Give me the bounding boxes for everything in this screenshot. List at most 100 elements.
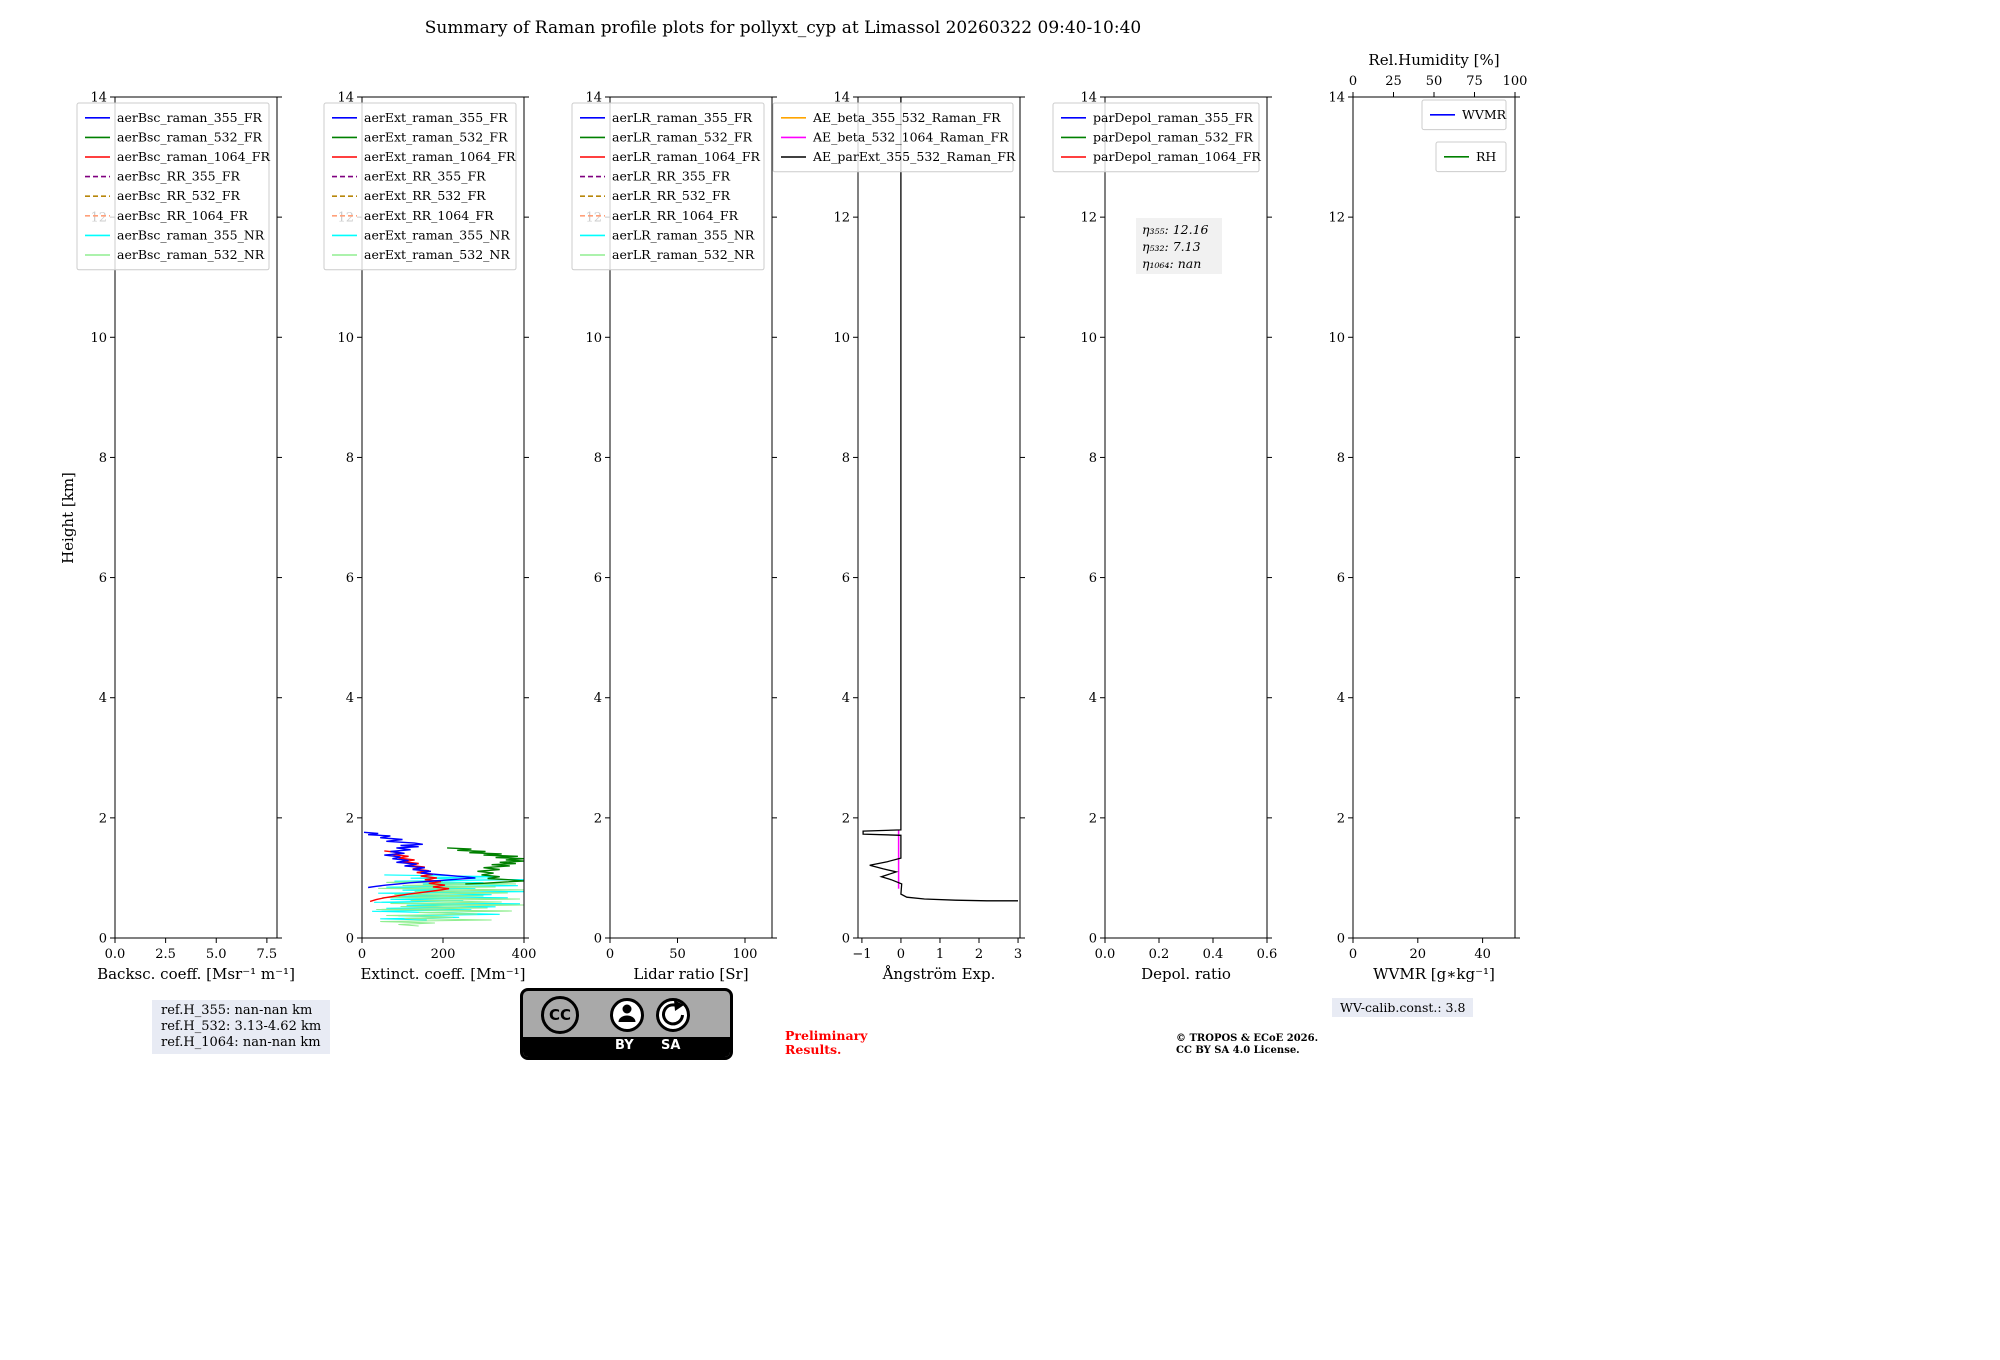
svg-text:Lidar ratio [Sr]: Lidar ratio [Sr]	[633, 965, 748, 983]
svg-text:14: 14	[337, 91, 354, 106]
svg-text:14: 14	[90, 91, 107, 106]
svg-text:η₁₀₆₄: nan: η₁₀₆₄: nan	[1142, 256, 1201, 271]
svg-text:12: 12	[1328, 211, 1345, 226]
badge-icons	[610, 998, 690, 1032]
svg-text:Ångström Exp.: Ångström Exp.	[882, 965, 996, 983]
svg-text:aerLR_raman_355_NR: aerLR_raman_355_NR	[612, 227, 755, 242]
share-alike-icon	[656, 998, 690, 1032]
svg-text:2: 2	[346, 811, 354, 826]
svg-text:12: 12	[1080, 211, 1097, 226]
svg-text:100: 100	[733, 947, 758, 962]
svg-text:6: 6	[1089, 571, 1097, 586]
svg-text:0: 0	[99, 932, 107, 947]
svg-text:4: 4	[99, 691, 107, 706]
ref-height-1064: ref.H_1064: nan-nan km	[161, 1035, 321, 1050]
svg-text:Rel.Humidity [%]: Rel.Humidity [%]	[1368, 51, 1499, 69]
copyright-note: © TROPOS & ECoE 2026. CC BY SA 4.0 Licen…	[1176, 1033, 1318, 1057]
svg-text:η₅₃₂: 7.13: η₅₃₂: 7.13	[1142, 239, 1201, 254]
wv-calibration-box: WV-calib.const.: 3.8	[1332, 998, 1474, 1017]
svg-text:aerExt_raman_355_NR: aerExt_raman_355_NR	[364, 227, 510, 242]
svg-text:η₃₅₅: 12.16: η₃₅₅: 12.16	[1142, 222, 1209, 237]
svg-text:14: 14	[585, 91, 602, 106]
svg-text:8: 8	[1337, 451, 1345, 466]
svg-text:7.5: 7.5	[257, 947, 278, 962]
svg-text:aerBsc_raman_355_NR: aerBsc_raman_355_NR	[117, 227, 265, 242]
svg-text:12: 12	[833, 211, 850, 226]
svg-text:0: 0	[1337, 932, 1345, 947]
svg-text:parDepol_raman_1064_FR: parDepol_raman_1064_FR	[1093, 149, 1261, 164]
reference-heights-box: ref.H_355: nan-nan km ref.H_532: 3.13-4.…	[152, 1000, 331, 1054]
svg-text:75: 75	[1466, 74, 1483, 89]
svg-text:1: 1	[936, 947, 944, 962]
svg-text:2: 2	[594, 811, 602, 826]
preliminary-note: Preliminary Results.	[785, 1029, 867, 1057]
cc-letters: CC	[548, 1006, 572, 1024]
svg-text:8: 8	[1089, 451, 1097, 466]
svg-text:2: 2	[99, 811, 107, 826]
svg-text:WVMR: WVMR	[1462, 107, 1507, 122]
cc-icon: CC	[541, 996, 579, 1034]
svg-text:100: 100	[1503, 74, 1528, 89]
svg-text:10: 10	[1080, 331, 1097, 346]
svg-text:aerBsc_raman_1064_FR: aerBsc_raman_1064_FR	[117, 149, 270, 164]
svg-text:4: 4	[1337, 691, 1345, 706]
plot-depolarization: 0 2 4 6 8 10 12 14 0.0 0.2 0.4 0.6 Depol. ratio parDe…	[1052, 91, 1277, 983]
svg-text:Depol. ratio: Depol. ratio	[1141, 965, 1231, 983]
svg-text:parDepol_raman_532_FR: parDepol_raman_532_FR	[1093, 129, 1253, 144]
svg-text:20: 20	[1410, 947, 1427, 962]
svg-text:aerLR_raman_532_FR: aerLR_raman_532_FR	[612, 129, 753, 144]
svg-text:40: 40	[1474, 947, 1491, 962]
ref-height-532: ref.H_532: 3.13-4.62 km	[161, 1019, 322, 1034]
svg-text:8: 8	[842, 451, 850, 466]
svg-text:WVMR [g∗kg⁻¹]: WVMR [g∗kg⁻¹]	[1373, 965, 1495, 983]
svg-text:2: 2	[842, 811, 850, 826]
svg-text:0: 0	[1349, 947, 1357, 962]
svg-text:4: 4	[1089, 691, 1097, 706]
badge-sa-label: SA	[661, 1038, 681, 1053]
svg-text:aerLR_RR_355_FR: aerLR_RR_355_FR	[612, 169, 731, 184]
svg-text:4: 4	[346, 691, 354, 706]
svg-text:aerBsc_raman_532_NR: aerBsc_raman_532_NR	[117, 247, 265, 262]
preliminary-line-1: Preliminary	[785, 1028, 868, 1043]
svg-text:aerBsc_raman_532_FR: aerBsc_raman_532_FR	[117, 129, 262, 144]
svg-text:3: 3	[1014, 947, 1022, 962]
svg-text:2: 2	[1089, 811, 1097, 826]
svg-text:4: 4	[842, 691, 850, 706]
svg-text:50: 50	[1426, 74, 1443, 89]
svg-text:aerBsc_RR_532_FR: aerBsc_RR_532_FR	[117, 188, 241, 203]
svg-text:2: 2	[975, 947, 983, 962]
svg-text:aerBsc_RR_1064_FR: aerBsc_RR_1064_FR	[117, 208, 248, 223]
svg-text:400: 400	[512, 947, 537, 962]
svg-text:AE_beta_355_532_Raman_FR: AE_beta_355_532_Raman_FR	[812, 110, 1001, 125]
svg-text:0: 0	[358, 947, 366, 962]
svg-text:10: 10	[90, 331, 107, 346]
svg-text:0.0: 0.0	[105, 947, 126, 962]
svg-text:14: 14	[1328, 91, 1345, 106]
svg-text:0: 0	[1349, 74, 1357, 89]
svg-text:aerBsc_RR_355_FR: aerBsc_RR_355_FR	[117, 169, 241, 184]
svg-text:aerExt_raman_1064_FR: aerExt_raman_1064_FR	[364, 149, 516, 164]
svg-text:Backsc. coeff. [Msr⁻¹ m⁻¹]: Backsc. coeff. [Msr⁻¹ m⁻¹]	[97, 965, 295, 983]
figure-title: Summary of Raman profile plots for polly…	[424, 18, 1142, 38]
svg-text:0: 0	[897, 947, 905, 962]
svg-text:14: 14	[1080, 91, 1097, 106]
badge-band: BY SA	[523, 1037, 730, 1057]
plot-extinction: 024681012140200400Extinct. coeff. [Mm⁻¹]…	[323, 91, 537, 983]
svg-text:0: 0	[842, 932, 850, 947]
svg-text:parDepol_raman_355_FR: parDepol_raman_355_FR	[1093, 110, 1253, 125]
svg-text:6: 6	[842, 571, 850, 586]
svg-text:6: 6	[99, 571, 107, 586]
svg-text:10: 10	[585, 331, 602, 346]
svg-text:10: 10	[833, 331, 850, 346]
svg-text:2: 2	[1337, 811, 1345, 826]
svg-text:AE_parExt_355_532_Raman_FR: AE_parExt_355_532_Raman_FR	[812, 149, 1016, 164]
svg-text:aerExt_raman_532_NR: aerExt_raman_532_NR	[364, 247, 510, 262]
height-axis-label: Height [km]	[59, 472, 77, 564]
svg-text:Extinct. coeff. [Mm⁻¹]: Extinct. coeff. [Mm⁻¹]	[360, 965, 525, 983]
svg-text:aerBsc_raman_355_FR: aerBsc_raman_355_FR	[117, 110, 262, 125]
svg-text:8: 8	[594, 451, 602, 466]
svg-text:10: 10	[1328, 331, 1345, 346]
